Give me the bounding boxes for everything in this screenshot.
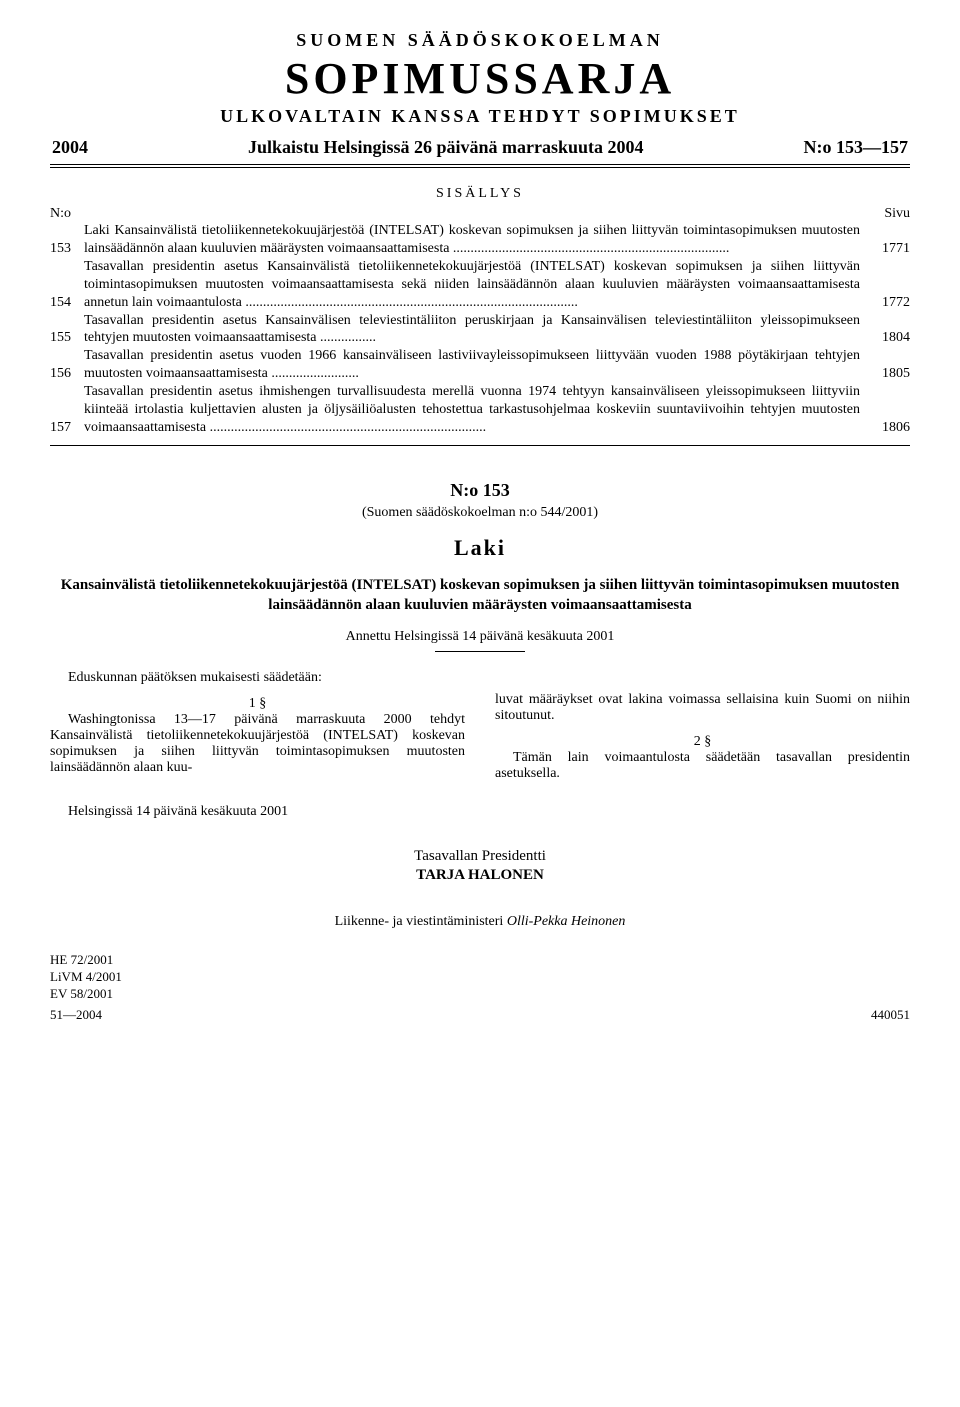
toc-item-num: 153	[50, 240, 84, 258]
signature-name: TARJA HALONEN	[50, 867, 910, 884]
toc-item-num: 156	[50, 365, 84, 383]
footer-bottom-right: 440051	[871, 1007, 910, 1023]
act-given: Annettu Helsingissä 14 päivänä kesäkuuta…	[50, 629, 910, 645]
toc-separator	[50, 445, 910, 446]
toc-item-page: 1771	[860, 240, 910, 258]
issue-published: Julkaistu Helsingissä 26 päivänä marrask…	[248, 137, 644, 158]
act-columns: 1 § Washingtonissa 13—17 päivänä marrask…	[50, 692, 910, 782]
section-paragraph: Washingtonissa 13—17 päivänä marraskuuta…	[50, 712, 465, 776]
footer-bottom-left: 51—2004	[50, 1007, 102, 1023]
act-column-left: 1 § Washingtonissa 13—17 päivänä marrask…	[50, 692, 465, 782]
masthead: SUOMEN SÄÄDÖSKOKOELMAN SOPIMUSSARJA ULKO…	[50, 30, 910, 127]
issue-year: 2004	[52, 137, 88, 158]
act-kind: Laki	[50, 535, 910, 561]
toc-row: 154 Tasavallan presidentin asetus Kansai…	[50, 258, 910, 312]
footer-left: HE 72/2001 LiVM 4/2001 EV 58/2001	[50, 952, 122, 1003]
toc-row: 157 Tasavallan presidentin asetus ihmish…	[50, 383, 910, 437]
act-column-right: luvat määräykset ovat lakina voimassa se…	[495, 692, 910, 782]
toc-item-text: Tasavallan presidentin asetus Kansainväl…	[84, 312, 860, 348]
signature-title: Tasavallan Presidentti	[50, 848, 910, 865]
masthead-line3: ULKOVALTAIN KANSSA TEHDYT SOPIMUKSET	[50, 106, 910, 127]
toc-title: SISÄLLYS	[50, 186, 910, 202]
toc-item-page: 1772	[860, 294, 910, 312]
issue-range: N:o 153—157	[803, 137, 908, 158]
toc-item-page: 1806	[860, 419, 910, 437]
toc-item-text: Tasavallan presidentin asetus Kansainväl…	[84, 258, 860, 312]
countersig-name: Olli-Pekka Heinonen	[507, 914, 626, 929]
footer-ref: HE 72/2001	[50, 952, 122, 969]
place-date: Helsingissä 14 päivänä kesäkuuta 2001	[50, 804, 910, 820]
toc-item-text: Tasavallan presidentin asetus vuoden 196…	[84, 347, 860, 383]
countersig-prefix: Liikenne- ja viestintäministeri	[335, 914, 507, 929]
short-rule	[435, 651, 525, 652]
signature-block: Tasavallan Presidentti TARJA HALONEN	[50, 848, 910, 884]
section-number: 1 §	[50, 696, 465, 712]
section-paragraph-cont: luvat määräykset ovat lakina voimassa se…	[495, 692, 910, 724]
toc-item-page: 1805	[860, 365, 910, 383]
section-paragraph: Tämän lain voimaantulosta säädetään tasa…	[495, 750, 910, 782]
double-rule	[50, 164, 910, 168]
toc-item-text: Tasavallan presidentin asetus ihmishenge…	[84, 383, 860, 437]
footer: HE 72/2001 LiVM 4/2001 EV 58/2001	[50, 952, 910, 1003]
masthead-line2: SOPIMUSSARJA	[50, 53, 910, 104]
toc-item-num: 154	[50, 294, 84, 312]
issue-row: 2004 Julkaistu Helsingissä 26 päivänä ma…	[50, 137, 910, 158]
footer-ref: LiVM 4/2001	[50, 969, 122, 986]
toc-row: 155 Tasavallan presidentin asetus Kansai…	[50, 312, 910, 348]
footer-ref: EV 58/2001	[50, 986, 122, 1003]
toc-row: 153 Laki Kansainvälistä tietoliikennetek…	[50, 222, 910, 258]
toc-item-page: 1804	[860, 329, 910, 347]
toc-row: 156 Tasavallan presidentin asetus vuoden…	[50, 347, 910, 383]
toc-header: N:o Sivu	[50, 206, 910, 222]
act-source: (Suomen säädöskokoelman n:o 544/2001)	[50, 505, 910, 521]
toc-block: SISÄLLYS N:o Sivu 153 Laki Kansainvälist…	[50, 186, 910, 446]
document-page: SUOMEN SÄÄDÖSKOKOELMAN SOPIMUSSARJA ULKO…	[0, 0, 960, 1063]
footer-bottom: 51—2004 440051	[50, 1007, 910, 1023]
toc-header-right: Sivu	[884, 206, 910, 222]
act-number: N:o 153	[50, 480, 910, 501]
act-title: Kansainvälistä tietoliikennetekokuujärje…	[60, 575, 900, 616]
countersignature: Liikenne- ja viestintäministeri Olli-Pek…	[50, 914, 910, 930]
act-preamble: Eduskunnan päätöksen mukaisesti säädetää…	[50, 670, 910, 686]
masthead-line1: SUOMEN SÄÄDÖSKOKOELMAN	[50, 30, 910, 51]
section-number: 2 §	[495, 734, 910, 750]
toc-item-text: Laki Kansainvälistä tietoliikennetekokuu…	[84, 222, 860, 258]
toc-header-left: N:o	[50, 206, 71, 222]
toc-item-num: 157	[50, 419, 84, 437]
toc-item-num: 155	[50, 329, 84, 347]
